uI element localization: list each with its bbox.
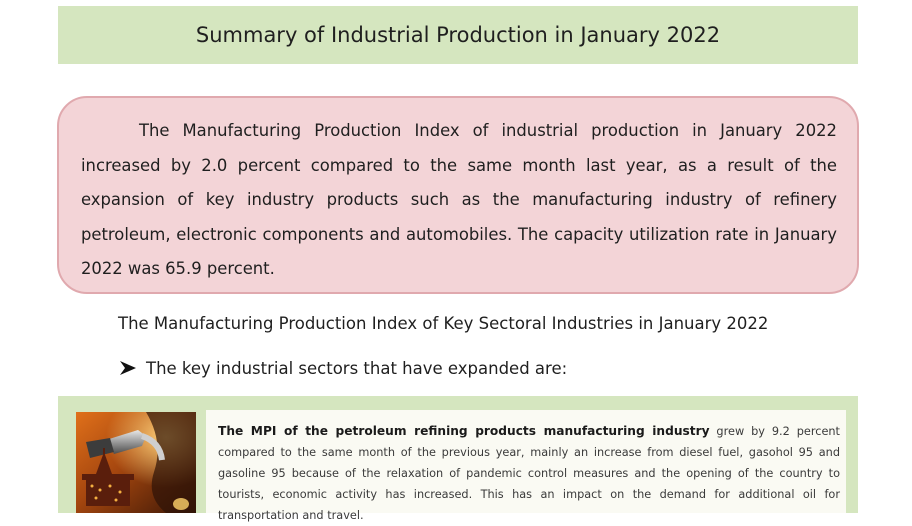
title-banner: Summary of Industrial Production in Janu…	[58, 6, 858, 64]
bullet-item: The key industrial sectors that have exp…	[118, 358, 567, 378]
page-title: Summary of Industrial Production in Janu…	[195, 23, 721, 47]
summary-box: The Manufacturing Production Index of in…	[57, 96, 859, 294]
fuel-nozzle-oil-rig-photo	[76, 412, 196, 513]
detail-body: grew by 9.2 percent compared to the same…	[218, 425, 840, 522]
bullet-text: The key industrial sectors that have exp…	[146, 358, 568, 378]
detail-lead: The MPI of the petroleum refining produc…	[218, 424, 710, 438]
summary-paragraph: The Manufacturing Production Index of in…	[81, 121, 837, 279]
detail-text-box	[206, 410, 846, 513]
arrow-bullet-icon	[120, 361, 136, 375]
detail-paragraph: The MPI of the petroleum refining produc…	[218, 421, 840, 526]
section-heading: The Manufacturing Production Index of Ke…	[118, 314, 769, 333]
